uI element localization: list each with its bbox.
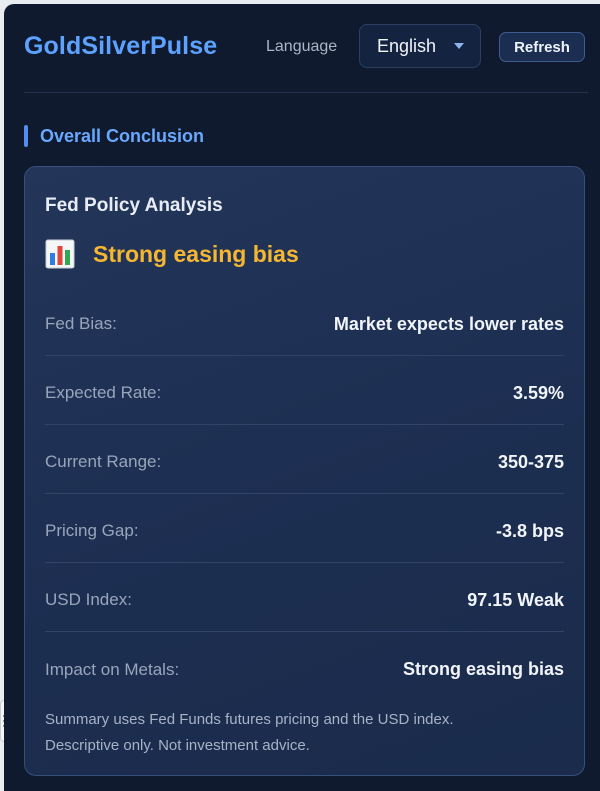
language-label: Language xyxy=(266,38,338,55)
bar-chart-icon xyxy=(45,239,75,269)
language-selected-value: English xyxy=(377,35,437,56)
metric-value: 97.15 Weak xyxy=(467,589,564,610)
metric-row-expected-rate: Expected Rate: 3.59% xyxy=(45,356,564,425)
metric-row-usd-index: USD Index: 97.15 Weak xyxy=(45,563,564,632)
metric-value: -3.8 bps xyxy=(495,520,564,541)
disclaimer-line: Descriptive only. Not investment advice. xyxy=(45,737,310,754)
metric-label: Expected Rate: xyxy=(45,383,162,402)
disclaimer-text: Summary uses Fed Funds futures pricing a… xyxy=(45,707,564,759)
metric-row-current-range: Current Range: 350-375 xyxy=(45,425,564,494)
fed-policy-card: Fed Policy Analysis Strong easing bias F… xyxy=(24,166,585,776)
metric-value: Market expects lower rates xyxy=(333,313,564,334)
disclaimer-line: Summary uses Fed Funds futures pricing a… xyxy=(45,711,454,728)
metric-label: Current Range: xyxy=(45,452,162,471)
chevron-down-icon xyxy=(454,43,464,49)
metric-row-fed-bias: Fed Bias: Market expects lower rates xyxy=(45,287,564,356)
verdict: Strong easing bias xyxy=(45,239,299,269)
metric-label: Impact on Metals: xyxy=(45,659,180,679)
metric-label: Pricing Gap: xyxy=(45,521,139,540)
header: GoldSilverPulse Language English Refresh xyxy=(24,24,588,72)
metric-row-pricing-gap: Pricing Gap: -3.8 bps xyxy=(45,494,564,563)
brand-title: GoldSilverPulse xyxy=(24,32,218,60)
app-window: GoldSilverPulse Language English Refresh… xyxy=(4,4,600,791)
metrics-list: Fed Bias: Market expects lower rates Exp… xyxy=(45,287,564,701)
section-heading: Overall Conclusion xyxy=(24,124,204,148)
metric-value: 350-375 xyxy=(497,451,564,472)
metric-row-impact-on-metals: Impact on Metals: Strong easing bias xyxy=(45,632,564,701)
header-divider xyxy=(24,92,588,93)
section-accent-bar xyxy=(24,125,28,147)
metric-value: 3.59% xyxy=(512,382,564,403)
metric-label: Fed Bias: xyxy=(45,314,117,333)
card-title: Fed Policy Analysis xyxy=(45,195,223,216)
metric-value: Strong easing bias xyxy=(402,659,564,679)
refresh-button[interactable]: Refresh xyxy=(499,32,585,62)
section-title: Overall Conclusion xyxy=(40,125,205,146)
metric-label: USD Index: xyxy=(45,590,132,609)
verdict-text: Strong easing bias xyxy=(93,240,299,267)
language-select[interactable]: English xyxy=(359,24,481,68)
